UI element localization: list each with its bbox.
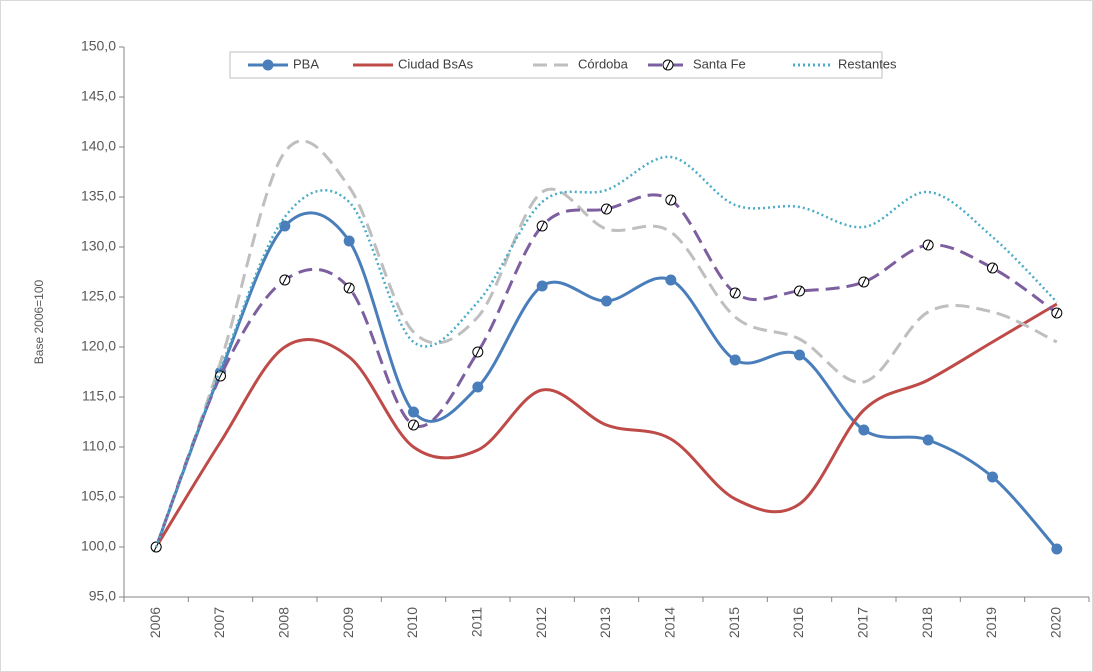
point-marker xyxy=(858,424,870,436)
point-marker xyxy=(1051,543,1063,555)
marker-dash xyxy=(732,288,738,298)
point-marker xyxy=(794,349,805,361)
y-tick-label: 120,0 xyxy=(81,338,116,354)
point-marker xyxy=(1051,307,1063,319)
legend-label: Córdoba xyxy=(578,56,629,71)
x-tick-label: 2010 xyxy=(404,607,420,638)
marker-dash xyxy=(475,347,481,357)
y-tick-label: 105,0 xyxy=(81,488,116,504)
x-tick-label: 2014 xyxy=(662,607,678,638)
point-marker xyxy=(279,274,291,286)
point-marker xyxy=(922,239,934,251)
point-marker xyxy=(343,235,355,247)
x-tick-label: 2018 xyxy=(919,607,935,638)
point-marker xyxy=(601,203,612,215)
marker-dash xyxy=(1054,308,1060,318)
x-tick-label: 2015 xyxy=(726,607,742,638)
marker-dash xyxy=(665,60,671,70)
x-tick-label: 2016 xyxy=(790,607,806,638)
x-tick-label: 2020 xyxy=(1048,607,1064,638)
marker-dash xyxy=(925,240,931,250)
y-axis-label: Base 2006=100 xyxy=(32,279,46,364)
y-tick-label: 145,0 xyxy=(81,88,116,104)
x-tick-label: 2013 xyxy=(597,607,613,638)
x-tick-label: 2019 xyxy=(983,607,999,638)
legend-label: Ciudad BsAs xyxy=(398,56,474,71)
legend: PBA Ciudad BsAs Córdoba Santa Fe Restantes xyxy=(229,51,897,79)
point-marker xyxy=(729,287,741,299)
series-line xyxy=(154,302,1058,548)
point-marker xyxy=(794,285,805,297)
point-marker xyxy=(262,59,274,71)
point-marker xyxy=(279,220,291,232)
point-marker xyxy=(729,354,741,366)
x-tick-label: 2007 xyxy=(211,607,227,638)
marker-dash xyxy=(861,277,867,287)
point-marker xyxy=(472,346,484,358)
y-tick-label: 125,0 xyxy=(81,288,116,304)
y-tick-label: 115,0 xyxy=(82,388,116,404)
y-tick-label: 140,0 xyxy=(81,138,116,154)
point-marker xyxy=(922,434,934,446)
point-marker xyxy=(858,276,870,288)
marker-dash xyxy=(346,283,352,293)
point-marker xyxy=(472,381,484,393)
x-tick-label: 2011 xyxy=(469,607,485,637)
marker-dash xyxy=(282,275,288,285)
point-marker xyxy=(536,220,548,232)
legend-label: Restantes xyxy=(838,56,897,71)
y-tick-label: 135,0 xyxy=(81,188,116,204)
legend-label: Santa Fe xyxy=(693,56,746,71)
point-marker xyxy=(662,59,674,71)
x-tick-label: 2006 xyxy=(147,607,163,638)
x-tick-label: 2012 xyxy=(533,607,549,638)
point-marker xyxy=(343,282,355,294)
x-tick-label: 2009 xyxy=(340,607,356,638)
y-tick-label: 130,0 xyxy=(81,238,116,254)
point-marker xyxy=(408,419,419,431)
marker-dash xyxy=(604,204,609,214)
point-marker xyxy=(408,406,419,418)
point-marker xyxy=(601,295,612,307)
point-marker xyxy=(215,370,226,382)
y-tick-label: 95,0 xyxy=(89,588,116,604)
marker-dash xyxy=(539,221,545,231)
marker-dash xyxy=(411,420,416,430)
marker-dash xyxy=(990,263,995,273)
legend-label: PBA xyxy=(293,56,319,71)
x-tick-label: 2008 xyxy=(276,607,292,638)
y-tick-label: 150,0 xyxy=(81,38,116,54)
point-marker xyxy=(987,471,998,483)
point-marker xyxy=(665,274,677,286)
marker-dash xyxy=(218,371,223,381)
series-line xyxy=(154,139,1058,548)
y-tick-label: 110,0 xyxy=(82,438,116,454)
marker-dash xyxy=(668,195,674,205)
marker-dash xyxy=(797,286,802,296)
y-tick-label: 100,0 xyxy=(81,538,116,554)
point-marker xyxy=(536,280,548,292)
point-marker xyxy=(987,262,998,274)
x-tick-label: 2017 xyxy=(855,607,871,638)
point-marker xyxy=(665,194,677,206)
